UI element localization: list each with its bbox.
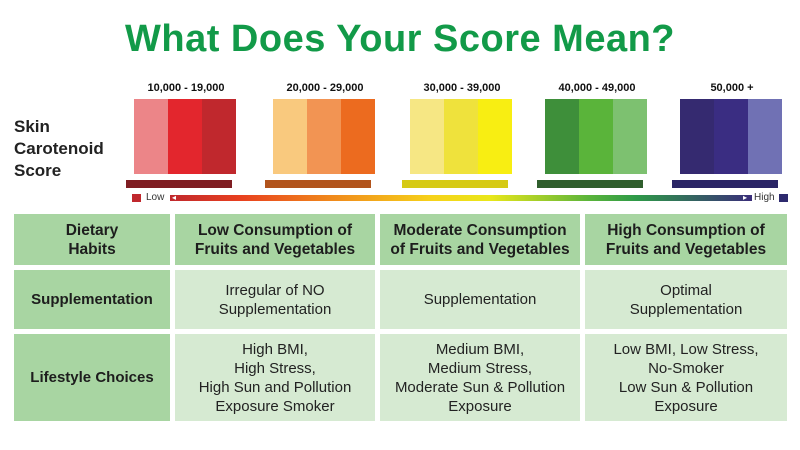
- cell-text-line: Exposure: [448, 397, 512, 415]
- score-group: 30,000 - 39,000: [402, 80, 522, 188]
- color-swatch-set: [273, 99, 375, 174]
- color-swatch: [579, 99, 613, 174]
- table-cell: Medium BMI, Medium Stress, Moderate Sun & …: [380, 334, 580, 421]
- consumption-header: Low Consumption of Fruits and Vegetables: [175, 214, 375, 265]
- swatch-shelf: [265, 180, 371, 188]
- high-label: High: [754, 192, 775, 203]
- swatch-shelf: [537, 180, 643, 188]
- cell-text-line: Exposure Smoker: [215, 397, 335, 415]
- table-cell: High BMI, High Stress, High Sun and Pollut…: [175, 334, 375, 421]
- low-marker: [132, 194, 141, 202]
- table-cell: Low BMI, Low Stress, No-Smoker Low Sun & P…: [585, 334, 787, 421]
- table-cell: Optimal Supplementation: [585, 270, 787, 329]
- row-header: Lifestyle Choices: [14, 334, 170, 421]
- score-scale: Low ◂ ▸ High: [132, 191, 788, 205]
- side-label: Skin Carotenoid Score: [14, 116, 134, 182]
- cell-text-line: No-Smoker: [648, 359, 724, 377]
- score-group: 40,000 - 49,000: [537, 80, 657, 188]
- low-label: Low: [146, 192, 165, 203]
- table-cell: Supplementation: [380, 270, 580, 329]
- high-marker: [779, 194, 788, 202]
- cell-text-line: of Fruits and Vegetables: [390, 240, 570, 258]
- cell-text-line: Lifestyle Choices: [30, 369, 154, 386]
- color-swatch: [714, 99, 748, 174]
- side-label-line: Score: [14, 161, 62, 180]
- cell-text-line: High BMI,: [242, 340, 308, 358]
- color-swatch: [613, 99, 647, 174]
- arrow-right-icon: ▸: [743, 193, 748, 202]
- color-swatch: [444, 99, 478, 174]
- color-swatch: [545, 99, 579, 174]
- color-swatch-set: [410, 99, 512, 174]
- score-range-label: 30,000 - 39,000: [423, 82, 501, 94]
- score-group: 10,000 - 19,000: [126, 80, 246, 188]
- side-label-line: Skin: [14, 117, 50, 136]
- consumption-header: Moderate Consumption of Fruits and Vegeta…: [380, 214, 580, 265]
- color-swatch: [273, 99, 307, 174]
- cell-text-line: High Sun and Pollution: [198, 378, 352, 396]
- cell-text-line: Supplementation: [423, 291, 537, 308]
- side-label-line: Carotenoid: [14, 139, 104, 158]
- cell-text-line: Low Sun & Pollution: [618, 378, 754, 396]
- cell-text-line: Dietary: [65, 221, 119, 239]
- color-swatch: [680, 99, 714, 174]
- score-range-label: 20,000 - 29,000: [286, 82, 364, 94]
- cell-text-line: Irregular of NO: [225, 281, 325, 299]
- color-swatch: [307, 99, 341, 174]
- cell-text-line: Optimal: [660, 281, 712, 299]
- cell-text-line: Exposure: [654, 397, 718, 415]
- consumption-header: High Consumption of Fruits and Vegetables: [585, 214, 787, 265]
- score-group: 20,000 - 29,000: [265, 80, 385, 188]
- score-range-label: 40,000 - 49,000: [558, 82, 636, 94]
- cell-text-line: Moderate Sun & Pollution: [394, 378, 566, 396]
- cell-text-line: Supplementation: [31, 291, 153, 308]
- color-swatch-set: [680, 99, 782, 174]
- page-title: What Does Your Score Mean?: [124, 18, 676, 60]
- color-swatch-set: [134, 99, 236, 174]
- swatch-shelf: [126, 180, 232, 188]
- cell-text-line: Low BMI, Low Stress,: [613, 340, 759, 358]
- cell-text-line: Supplementation: [629, 300, 743, 318]
- score-range-label: 50,000 +: [710, 82, 754, 94]
- color-swatch: [168, 99, 202, 174]
- color-swatch: [134, 99, 168, 174]
- gradient-bar: [170, 195, 752, 201]
- score-group: 50,000 +: [672, 80, 792, 188]
- color-swatch: [410, 99, 444, 174]
- dietary-habits-header: Dietary Habits: [14, 214, 170, 265]
- color-swatch: [341, 99, 375, 174]
- cell-text-line: Habits: [68, 240, 116, 258]
- row-header: Supplementation: [14, 270, 170, 329]
- cell-text-line: High Consumption of: [607, 221, 765, 239]
- cell-text-line: Fruits and Vegetables: [194, 240, 356, 258]
- arrow-left-icon: ◂: [172, 193, 177, 202]
- cell-text-line: Medium BMI,: [435, 340, 525, 358]
- swatch-shelf: [672, 180, 778, 188]
- color-swatch: [748, 99, 782, 174]
- swatch-shelf: [402, 180, 508, 188]
- cell-text-line: Low Consumption of: [197, 221, 353, 239]
- table-cell: Irregular of NO Supplementation: [175, 270, 375, 329]
- cell-text-line: High Stress,: [234, 359, 316, 377]
- cell-text-line: Fruits and Vegetables: [605, 240, 767, 258]
- cell-text-line: Moderate Consumption: [393, 221, 567, 239]
- cell-text-line: Medium Stress,: [427, 359, 533, 377]
- score-range-label: 10,000 - 19,000: [147, 82, 225, 94]
- color-swatch: [202, 99, 236, 174]
- color-swatch-set: [545, 99, 647, 174]
- color-swatch: [478, 99, 512, 174]
- cell-text-line: Supplementation: [218, 300, 332, 318]
